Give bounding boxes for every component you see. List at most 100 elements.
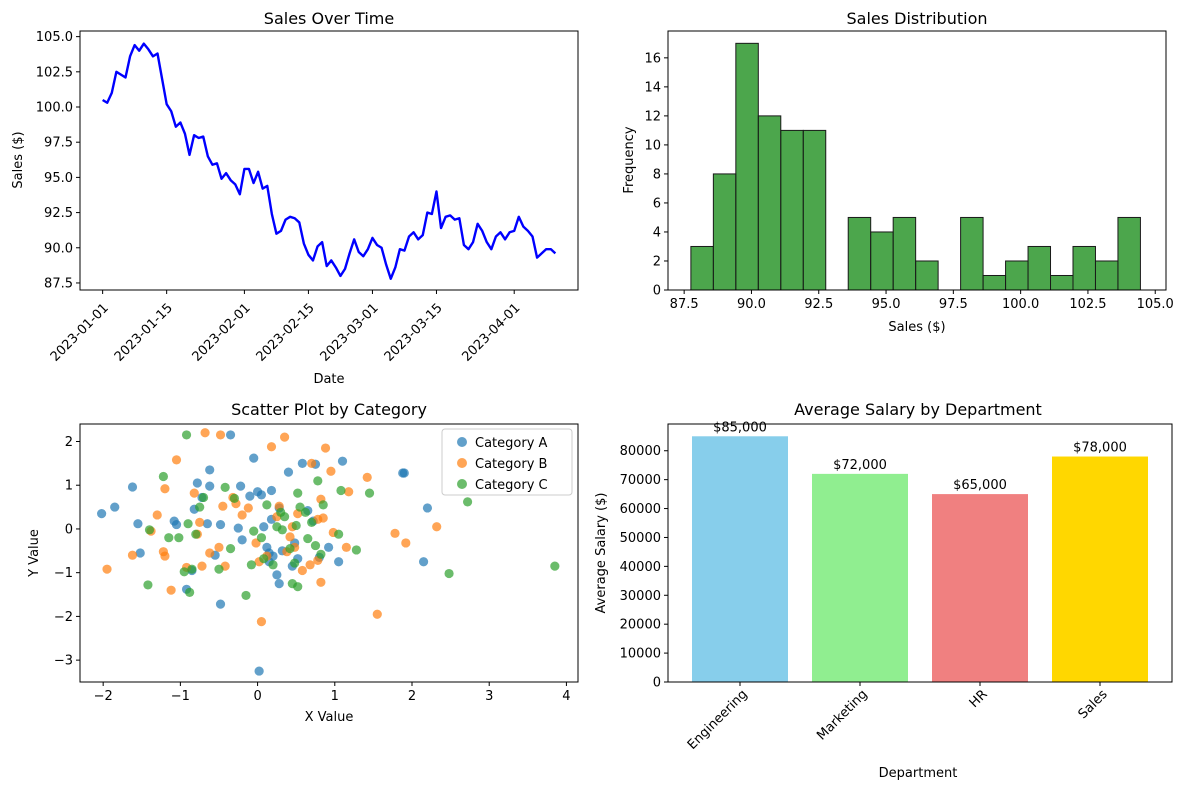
scatter-point-category-c [285,544,295,554]
scatter-point-category-b [160,551,170,561]
scatter-point-category-a [205,465,215,475]
scatter-point-category-c [259,554,269,564]
scatter-point-category-b [297,565,307,576]
tick-label: Marketing [814,687,870,743]
scatter-point-category-c [262,500,272,510]
scatter-point-category-c [185,587,195,597]
scatter-point-category-c [198,492,209,503]
scatter-point-category-c [174,533,184,543]
scatter-point-category-c [181,430,192,440]
tick-label: 0 [653,284,661,299]
scatter-point-category-a [259,522,269,532]
scatter-point-category-a [171,519,182,530]
scatter-point-category-a [236,481,246,491]
scatter-point-category-c [144,525,155,535]
tick-label: Engineering [685,687,751,753]
tick-label: 4 [562,689,570,704]
scatter-point-category-b [197,561,207,571]
histogram-bar [1094,260,1119,291]
legend-marker-category-a [457,437,467,447]
tick-label: 2023-02-01 [190,301,254,365]
tick-label: 0 [653,676,661,691]
tick-label: 12 [644,109,661,124]
scatter-point-category-c [158,471,168,482]
scatter-point-category-b [195,517,205,527]
scatter-point-category-c [310,540,321,551]
scatter-point-category-b [285,532,295,542]
scatter-point-category-a [245,491,255,501]
tick-label: 2023-01-15 [112,301,176,365]
scatter-point-category-a [254,666,264,676]
scatter-point-category-a [418,557,429,567]
scatter-point-category-c [214,564,224,574]
chart-title: Sales Over Time [264,9,394,28]
chart-title: Sales Distribution [846,9,987,28]
scatter-point-category-c [277,525,287,535]
tick-label: 6 [653,196,661,211]
scatter-point-category-a [422,503,433,513]
scatter-point-category-c [249,526,259,536]
scatter-point-category-b [316,577,326,587]
data-label: $78,000 [1073,441,1127,456]
scatter-point-category-c [229,493,240,503]
x-axis-label: Sales ($) [888,320,945,335]
tick-label: 60000 [620,502,661,517]
scatter-point-category-a [135,548,145,558]
tick-label: 80000 [620,444,661,459]
tick-label: 100.0 [36,101,73,116]
histogram-bar [712,173,737,291]
histogram-bar [802,129,827,291]
scatter-point-category-c [300,507,311,517]
scatter-point-category-b [318,513,328,523]
histogram-sales-distribution: Sales Distribution 87.5 90.0 92.5 95.0 97.5 1… [622,9,1174,335]
salary-bar-marketing [812,473,908,682]
scatter-point-category-c [444,568,454,579]
tick-label: 10 [644,138,661,153]
x-axis-label: Date [313,372,344,387]
scatter-point-category-b [344,487,354,497]
histogram-bar [892,216,917,291]
plot-frame [667,423,1173,683]
salary-bar-engineering [692,436,788,682]
scatter-point-category-a [205,481,215,491]
scatter-point-category-b [237,510,247,520]
histogram-bar [1027,245,1052,291]
legend-label-category-c: Category C [475,478,548,493]
tick-label: 87.5 [670,297,699,312]
scatter-point-category-a [272,570,282,580]
tick-label: 2 [65,435,73,450]
y-axis-label: Y Value [27,529,42,578]
scatter-point-category-b [205,548,215,558]
scatter-point-category-a [256,490,267,500]
y-axis-label: Sales ($) [11,131,26,188]
scatter-point-category-b [256,617,267,627]
scatter-point-category-b [102,564,112,574]
scatter-point-category-c [268,560,278,570]
tick-label: 92.5 [44,206,73,221]
tick-label: 14 [644,80,661,95]
tick-label: 95.0 [44,171,73,186]
data-label: $72,000 [833,458,887,473]
scatter-point-category-c [183,519,193,529]
legend-marker-category-b [457,458,467,468]
scatter-point-category-b [372,609,382,619]
scatter-point-category-a [110,502,120,512]
scatter-point-category-c [290,558,300,568]
scatter-point-category-c [293,582,303,592]
scatter-point-category-b [215,430,226,440]
histogram-bar [915,260,939,291]
scatter-point-category-b [326,466,336,476]
scatter-point-category-c [179,567,189,577]
scatter-point-category-a [237,535,247,545]
scatter-point-category-c [351,545,362,555]
tick-label: 97.5 [44,136,73,151]
scatter-point-category-c [195,502,205,512]
histogram-bar [1005,260,1029,291]
histogram-bar [982,274,1007,291]
sales-line [102,42,557,280]
tick-label: 2023-03-01 [318,301,382,365]
plot-frame [79,423,579,683]
scatter-point-category-b [214,542,224,552]
